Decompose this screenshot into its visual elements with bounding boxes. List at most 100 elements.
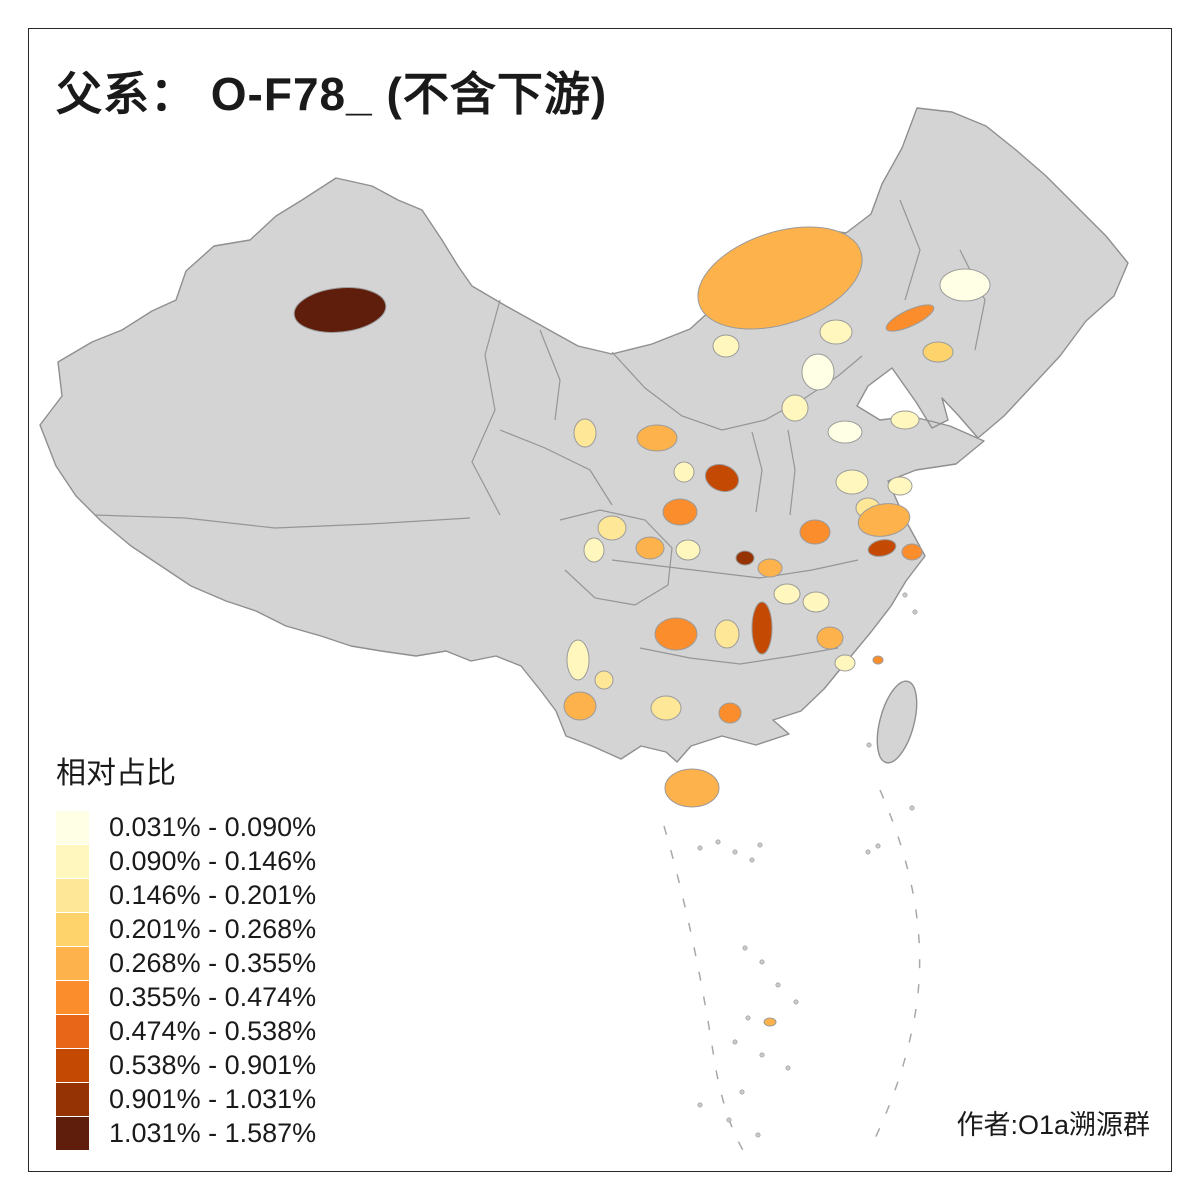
map-region [799,519,831,545]
map-region [636,424,678,452]
map-region [583,537,605,563]
map-region [635,536,665,560]
legend-label: 0.031% - 0.090% [109,811,317,842]
island-dot [912,609,918,615]
legend-label: 0.355% - 0.474% [109,981,317,1012]
island-dot [745,1015,751,1021]
legend-label: 0.090% - 0.146% [109,845,317,876]
map-region [890,410,920,430]
map-region [872,655,884,665]
map-region [654,617,698,651]
map-region [922,341,954,363]
island-dot [715,839,721,845]
legend-item: 0.031% - 0.090% [56,810,316,844]
island-dot [865,849,871,855]
legend-swatch [56,1048,89,1082]
island-dot [732,1039,738,1045]
legend-item: 0.268% - 0.355% [56,946,316,980]
map-region [662,498,698,526]
legend-item: 0.090% - 0.146% [56,844,316,878]
map-region [901,543,923,561]
legend-item: 0.474% - 0.538% [56,1014,316,1048]
islands-layer [697,592,918,1138]
legend-item: 0.201% - 0.268% [56,912,316,946]
island-dot [875,843,881,849]
island-dot [739,1089,745,1095]
legend-title: 相对占比 [56,757,176,790]
island-dot [757,842,763,848]
legend-swatch [56,1082,89,1116]
map-region [673,461,695,483]
map-region [867,539,897,557]
legend-swatch [56,844,89,878]
legend: 相对占比 0.031% - 0.090% 0.090% - 0.146% 0.146… [56,748,316,1150]
island-dot [909,805,915,811]
island-dot [755,1132,761,1138]
map-region [563,691,597,721]
legend-item: 1.031% - 1.587% [56,1116,316,1150]
map-region [675,539,701,561]
legend-item: 0.146% - 0.201% [56,878,316,912]
map-region [594,670,614,690]
map-region [939,268,991,302]
map-region [819,319,853,345]
map-region [887,476,913,496]
map-region [816,626,844,650]
map-region [293,287,387,333]
island-dot [726,1117,732,1123]
map-region [827,420,863,444]
legend-swatch [56,1116,89,1150]
island-dot [866,742,872,748]
island-dot [697,845,703,851]
map-region [835,469,869,495]
island-dot [697,1102,703,1108]
legend-swatch [56,912,89,946]
legend-item: 0.355% - 0.474% [56,980,316,1014]
legend-swatch [56,946,89,980]
map-region [714,619,740,649]
legend-item: 0.901% - 1.031% [56,1082,316,1116]
island-dot [775,982,781,988]
author-credit: 作者:O1a溯源群 [956,1110,1150,1140]
scs-dash-lines [663,789,921,1153]
map-region [763,1017,777,1027]
map-region [718,702,742,724]
legend-swatch [56,810,89,844]
island-dot [732,849,738,855]
legend-label: 0.474% - 0.538% [109,1015,317,1046]
map-region [597,515,627,541]
map-region [834,654,856,672]
legend-item: 0.538% - 0.901% [56,1048,316,1082]
island-dot [759,1052,765,1058]
legend-swatch [56,980,89,1014]
island-dot [785,1065,791,1071]
map-region [664,768,720,808]
map-region [802,591,830,613]
island-dot [793,999,799,1005]
map-region [773,583,801,605]
legend-swatch [56,1014,89,1048]
map-region [566,639,590,681]
page-title: 父系： O-F78_ (不含下游) [56,68,608,120]
legend-label: 0.901% - 1.031% [109,1083,317,1114]
map-region [757,558,783,578]
legend-label: 0.538% - 0.901% [109,1049,317,1080]
island-dot [749,857,755,863]
legend-label: 0.268% - 0.355% [109,947,317,978]
legend-label: 0.201% - 0.268% [109,913,317,944]
island-dot [902,592,908,598]
legend-items: 0.031% - 0.090% 0.090% - 0.146% 0.146% - 0… [56,810,316,1150]
map-region [697,226,863,330]
map-region [735,550,755,566]
island-dot [759,959,765,965]
map-region [751,601,773,655]
legend-label: 0.146% - 0.201% [109,879,317,910]
map-region [650,695,682,721]
legend-label: 1.031% - 1.587% [109,1117,317,1148]
map-region [885,304,935,332]
map-region [801,353,835,391]
map-region [781,394,809,422]
map-regions-layer [293,226,991,1027]
